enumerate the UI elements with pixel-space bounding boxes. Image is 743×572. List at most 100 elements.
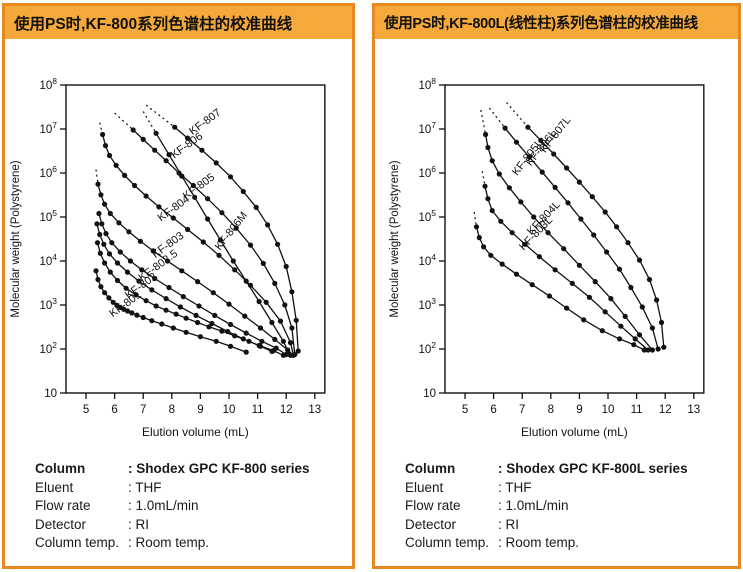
spec-row: Eluent: THF [35,479,352,498]
data-point [483,131,489,138]
y-tick-label: 10 [44,388,57,400]
curve-extrapolation [506,102,529,128]
data-point [143,193,149,199]
data-point [242,313,248,319]
data-point [163,307,169,313]
data-point [658,319,665,326]
data-point [137,238,143,244]
data-point [502,125,508,131]
spec-value: 1.0mL/min [135,498,199,513]
data-point [661,344,667,350]
data-point [179,268,185,274]
data-point [525,124,531,130]
data-point [616,336,623,342]
data-point [539,169,545,175]
curve-KF-804L: KF-804L [481,171,651,353]
panel-kf800l: 使用PS时,KF-800L(线性柱)系列色谱柱的校准曲线 5 6 7 8 9 10 11 12… [372,3,741,569]
data-point [592,279,598,285]
x-axis-title: Elution volume (mL) [142,425,249,439]
data-point [106,251,113,257]
data-point [628,284,634,291]
x-tick-label: 6 [111,404,117,416]
data-point [97,250,103,256]
curve-label: KF-806 [169,130,205,161]
data-point [166,152,172,158]
data-point [113,162,119,168]
data-point [488,252,494,258]
data-point [509,230,515,236]
curve-extrapolation [142,111,157,134]
data-point [639,304,645,310]
spec-label: Detector [35,516,87,532]
y-tick-label: 10 [423,388,436,400]
data-point [185,226,191,233]
data-point [273,345,279,351]
curve-line [527,126,665,348]
data-point [569,280,575,286]
y-tick-label: 105 [39,208,57,224]
data-point [93,268,99,274]
y-tick-label: 106 [39,164,57,180]
data-point [586,294,592,300]
x-tick-label: 9 [197,404,203,416]
curve-label: KF-805 [181,171,217,202]
data-point [552,184,558,190]
spec-row: Column: Shodex GPC KF-800L series [405,460,738,479]
x-tick-label: 7 [140,404,146,416]
data-point [243,330,249,336]
data-point [213,338,219,344]
x-tick-label: 10 [602,404,615,416]
data-point [205,196,211,202]
data-point [166,284,172,291]
data-point [581,317,587,323]
y-tick-label: 104 [418,252,436,268]
x-tick-label: 13 [308,404,321,416]
panel-kf800l-title: 使用PS时,KF-800L(线性柱)系列色谱柱的校准曲线 [384,16,698,32]
spec-separator: : [128,479,136,495]
spec-separator: : [498,535,506,550]
data-point [199,147,205,153]
data-point [578,216,584,222]
plot-frame [444,84,705,394]
data-point [616,266,623,272]
data-point [149,287,155,293]
curve-extrapolation [480,109,487,135]
panel-kf800-header: 使用PS时,KF-800系列色谱柱的校准曲线 [5,6,352,39]
data-point [102,143,109,149]
data-point [604,249,610,255]
data-point [646,276,653,283]
data-point [94,221,100,227]
spec-row: Column: Shodex GPC KF-800 series [35,460,352,479]
spec-value: THF [505,479,532,495]
data-point [233,225,239,231]
curve-extrapolation [114,112,134,131]
data-point [632,336,638,342]
chart-canvas: 5 6 7 8 9 10 11 12 13 10 102 103 104 105 106 107 108 Elut… [10,76,326,439]
data-point [163,158,169,164]
data-point [286,351,292,357]
data-point [283,263,289,270]
data-point [243,349,249,355]
data-point [102,290,108,296]
data-point [143,298,149,304]
data-point [95,276,101,283]
data-point [622,313,628,319]
data-point [498,218,504,224]
data-point [150,248,156,254]
data-point [190,182,196,189]
data-point [136,278,142,284]
data-point [536,254,542,260]
data-point [232,267,238,273]
data-point [631,342,637,348]
calibration-chart-kf800l: 5 6 7 8 9 10 11 12 13 10 102 103 104 105 106 107 108 Elut… [385,60,738,457]
data-point [499,261,505,267]
data-point [482,183,488,189]
data-point [102,201,108,207]
x-tick-label: 5 [83,404,89,416]
spec-label: Detector [405,516,457,532]
data-point [292,351,298,358]
data-point [552,267,558,273]
spec-separator: : [128,461,137,476]
data-point [216,252,222,258]
data-point [247,242,254,248]
